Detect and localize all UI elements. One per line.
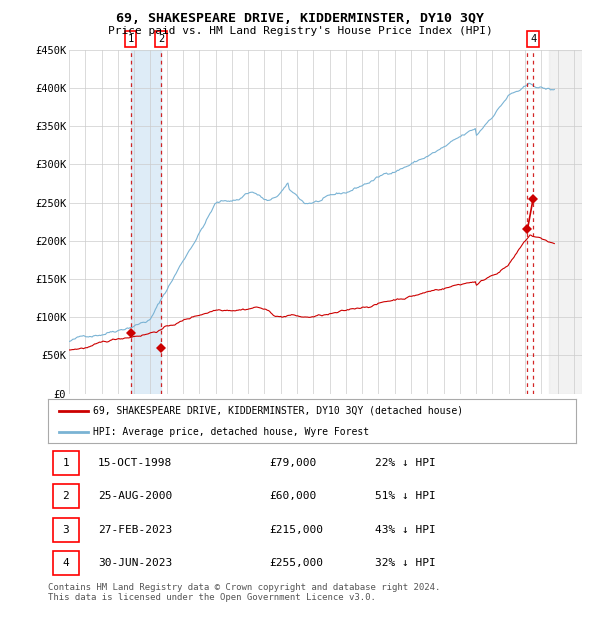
- Text: 30-JUN-2023: 30-JUN-2023: [98, 558, 172, 568]
- Text: £79,000: £79,000: [270, 458, 317, 468]
- Text: 25-AUG-2000: 25-AUG-2000: [98, 492, 172, 502]
- Text: £215,000: £215,000: [270, 525, 324, 534]
- Text: 4: 4: [62, 558, 70, 568]
- Text: 27-FEB-2023: 27-FEB-2023: [98, 525, 172, 534]
- FancyBboxPatch shape: [53, 551, 79, 575]
- Text: 1: 1: [128, 34, 134, 44]
- Text: £255,000: £255,000: [270, 558, 324, 568]
- Text: 22% ↓ HPI: 22% ↓ HPI: [376, 458, 436, 468]
- Text: 2: 2: [158, 34, 164, 44]
- Bar: [131, 50, 161, 394]
- FancyBboxPatch shape: [53, 518, 79, 542]
- Text: 32% ↓ HPI: 32% ↓ HPI: [376, 558, 436, 568]
- Text: 15-OCT-1998: 15-OCT-1998: [98, 458, 172, 468]
- Text: HPI: Average price, detached house, Wyre Forest: HPI: Average price, detached house, Wyre…: [93, 427, 369, 437]
- Text: 4: 4: [530, 34, 536, 44]
- Text: 43% ↓ HPI: 43% ↓ HPI: [376, 525, 436, 534]
- Text: 3: 3: [62, 525, 70, 534]
- Text: 1: 1: [62, 458, 70, 468]
- Text: 2: 2: [62, 492, 70, 502]
- Text: 69, SHAKESPEARE DRIVE, KIDDERMINSTER, DY10 3QY (detached house): 69, SHAKESPEARE DRIVE, KIDDERMINSTER, DY…: [93, 405, 463, 416]
- Bar: [550, 50, 582, 394]
- Text: 51% ↓ HPI: 51% ↓ HPI: [376, 492, 436, 502]
- Text: £60,000: £60,000: [270, 492, 317, 502]
- Text: 69, SHAKESPEARE DRIVE, KIDDERMINSTER, DY10 3QY: 69, SHAKESPEARE DRIVE, KIDDERMINSTER, DY…: [116, 12, 484, 25]
- Text: Contains HM Land Registry data © Crown copyright and database right 2024.
This d: Contains HM Land Registry data © Crown c…: [48, 583, 440, 602]
- FancyBboxPatch shape: [53, 451, 79, 475]
- Text: Price paid vs. HM Land Registry's House Price Index (HPI): Price paid vs. HM Land Registry's House …: [107, 26, 493, 36]
- FancyBboxPatch shape: [53, 484, 79, 508]
